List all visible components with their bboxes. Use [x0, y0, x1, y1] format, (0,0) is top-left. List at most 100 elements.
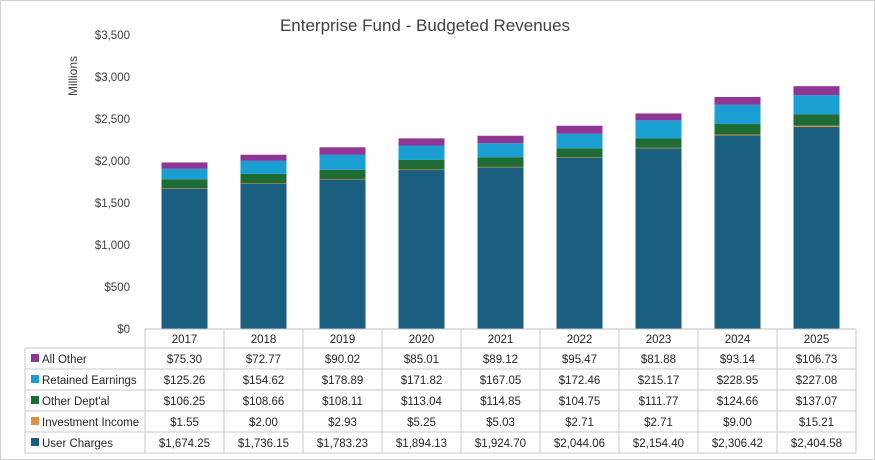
data-label: $1,783.23 — [317, 438, 368, 450]
bar-segment-other-dept-al — [319, 169, 366, 179]
data-label: $85.01 — [404, 354, 439, 366]
bar-segment-other-dept-al — [714, 124, 761, 135]
bar-segment-user-charges — [477, 167, 524, 329]
x-tick-label: 2022 — [567, 334, 593, 346]
bar-segment-other-dept-al — [793, 114, 840, 126]
data-label: $5.03 — [486, 417, 515, 429]
legend-label: All Other — [42, 354, 87, 366]
bar-segment-investment-income — [556, 157, 603, 158]
data-label: $2,044.06 — [554, 438, 605, 450]
bar-segment-user-charges — [319, 179, 366, 329]
legend-label: User Charges — [42, 438, 113, 450]
data-label: $2.93 — [328, 417, 357, 429]
bar-segment-other-dept-al — [556, 148, 603, 158]
data-label: $2.00 — [249, 417, 278, 429]
data-label: $2.71 — [644, 417, 673, 429]
legend-swatch-other-dept-al — [31, 396, 39, 404]
bar-segment-user-charges — [398, 169, 445, 329]
x-tick-label: 2024 — [725, 334, 751, 346]
data-label: $111.77 — [639, 396, 679, 408]
data-label: $90.02 — [325, 354, 360, 366]
y-tick-label: $2,000 — [95, 156, 130, 168]
data-label: $2,404.58 — [791, 438, 842, 450]
x-tick-label: 2021 — [488, 334, 514, 346]
bar-segment-investment-income — [398, 169, 445, 171]
bar-segment-retained-earnings — [793, 95, 840, 115]
bar-segment-investment-income — [319, 178, 366, 180]
bar-segment-investment-income — [714, 134, 761, 136]
y-axis-ticks: $0 $500 $1,000 $1,500 $2,000 $2,500 $3,000 $3,5… — [95, 30, 130, 336]
data-label: $106.73 — [796, 354, 838, 366]
data-label: $108.66 — [243, 396, 285, 408]
bar-segment-user-charges — [161, 188, 208, 329]
bar-segment-all-other — [556, 125, 603, 134]
data-label: $124.66 — [717, 396, 759, 408]
data-label: $89.12 — [483, 354, 518, 366]
x-tick-label: 2020 — [409, 334, 435, 346]
y-axis-label: Millions — [66, 56, 80, 96]
legend-label: Investment Income — [42, 417, 139, 429]
data-label: $75.30 — [167, 354, 202, 366]
data-label: $95.47 — [562, 354, 597, 366]
y-tick-label: $3,000 — [95, 72, 130, 84]
legend-swatch-investment-income — [31, 417, 39, 425]
bar-segment-other-dept-al — [635, 138, 682, 148]
bar-segment-all-other — [714, 96, 761, 105]
data-label: $1,736.15 — [238, 438, 289, 450]
x-tick-label: 2017 — [172, 334, 198, 346]
bar-segment-other-dept-al — [161, 179, 208, 189]
y-tick-label: $500 — [104, 282, 130, 294]
bar-segment-all-other — [635, 113, 682, 121]
data-label: $81.88 — [641, 354, 676, 366]
data-label: $1,894.13 — [396, 438, 447, 450]
bar-segment-user-charges — [556, 157, 603, 329]
data-label: $2,306.42 — [712, 438, 763, 450]
bar-segment-investment-income — [240, 182, 287, 184]
x-tick-label: 2019 — [330, 334, 356, 346]
bar-segment-retained-earnings — [240, 160, 287, 174]
bar-segment-all-other — [477, 135, 524, 144]
bar-segment-investment-income — [161, 188, 208, 189]
data-label: $93.14 — [720, 354, 756, 366]
chart-title: Enterprise Fund - Budgeted Revenues — [280, 16, 570, 35]
bar-segment-all-other — [793, 86, 840, 96]
y-tick-label: $1,500 — [95, 198, 130, 210]
bar-segment-other-dept-al — [240, 173, 287, 183]
data-label: $72.77 — [246, 354, 281, 366]
bar-segment-all-other — [161, 162, 208, 169]
legend-swatch-user-charges — [31, 438, 39, 446]
data-label: $1,924.70 — [475, 438, 526, 450]
legend-label: Retained Earnings — [42, 375, 137, 387]
data-label: $9.00 — [723, 417, 752, 429]
bar-segment-user-charges — [240, 183, 287, 329]
bar-segment-retained-earnings — [161, 168, 208, 180]
data-label: $172.46 — [559, 375, 601, 387]
y-tick-label: $2,500 — [95, 114, 130, 126]
legend-label: Other Dept'al — [42, 396, 109, 408]
data-label: $5.25 — [407, 417, 436, 429]
data-label: $178.89 — [322, 375, 364, 387]
data-label: $167.05 — [480, 375, 522, 387]
data-label: $227.08 — [796, 375, 838, 387]
data-label: $1.55 — [170, 417, 199, 429]
bar-segment-retained-earnings — [635, 120, 682, 139]
bar-segment-user-charges — [635, 148, 682, 329]
data-label: $104.75 — [559, 396, 601, 408]
bar-segment-other-dept-al — [477, 157, 524, 167]
bar-segment-investment-income — [793, 125, 840, 128]
bar-segment-user-charges — [714, 135, 761, 329]
data-label: $108.11 — [322, 396, 363, 408]
data-label: $2.71 — [565, 417, 594, 429]
bar-segment-retained-earnings — [556, 133, 603, 149]
data-label: $114.85 — [480, 396, 521, 408]
data-label: $215.17 — [638, 375, 680, 387]
bar-segment-retained-earnings — [398, 145, 445, 160]
data-label: $2,154.40 — [633, 438, 684, 450]
data-label: $125.26 — [164, 375, 206, 387]
legend-swatch-retained-earnings — [31, 375, 39, 383]
x-tick-label: 2018 — [251, 334, 277, 346]
bar-segment-retained-earnings — [319, 154, 366, 170]
data-label: $106.25 — [164, 396, 206, 408]
bar-segment-user-charges — [793, 127, 840, 329]
